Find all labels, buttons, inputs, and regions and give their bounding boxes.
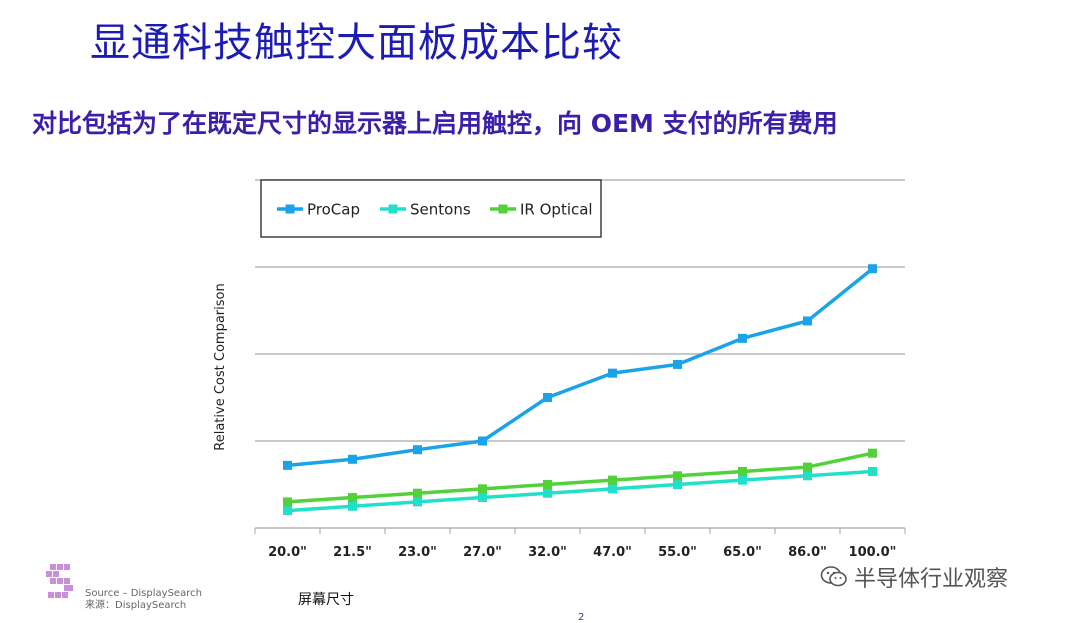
data-point-ir-optical xyxy=(283,497,292,507)
data-point-sentons xyxy=(868,466,877,476)
data-point-sentons xyxy=(413,497,422,507)
data-point-procap xyxy=(673,359,682,369)
data-point-procap xyxy=(413,445,422,455)
series-line-procap xyxy=(287,267,874,468)
x-tick-label: 20.0" xyxy=(268,545,307,560)
legend-label: ProCap xyxy=(307,201,360,219)
data-point-sentons xyxy=(348,501,357,511)
data-point-ir-optical xyxy=(413,488,422,498)
x-tick-label: 100.0" xyxy=(849,545,897,560)
data-point-ir-optical xyxy=(803,462,812,472)
page-number: 2 xyxy=(578,612,585,623)
data-point-procap xyxy=(868,264,877,274)
data-point-procap xyxy=(348,454,357,464)
data-point-sentons xyxy=(803,471,812,481)
legend-marker xyxy=(388,204,398,214)
data-point-ir-optical xyxy=(478,484,487,494)
series-line-ir-optical xyxy=(287,451,873,504)
data-point-sentons xyxy=(673,480,682,489)
source-note: Source – DisplaySearch 来源：DisplaySearch xyxy=(85,588,202,612)
data-point-procap xyxy=(543,393,552,402)
page-subtitle: 对比包括为了在既定尺寸的显示器上启用触控，向 OEM 支付的所有费用 xyxy=(32,109,838,138)
data-point-ir-optical xyxy=(348,493,357,503)
x-tick-label: 65.0" xyxy=(723,545,762,560)
data-point-sentons xyxy=(738,475,747,485)
data-point-sentons xyxy=(543,488,552,498)
x-tick-label: 27.0" xyxy=(463,545,502,560)
data-point-procap xyxy=(738,333,747,343)
data-point-ir-optical xyxy=(868,448,877,458)
page-title: 显通科技触控大面板成本比较 xyxy=(90,20,623,66)
legend-label: Sentons xyxy=(410,201,471,219)
watermark: 半导体行业观察 xyxy=(820,561,1008,593)
x-tick-label: 23.0" xyxy=(398,545,437,560)
data-point-procap xyxy=(283,460,292,470)
x-tick-label: 32.0" xyxy=(528,545,567,560)
x-axis-label: 屏幕尺寸 xyxy=(298,592,354,608)
source-cn: 来源：DisplaySearch xyxy=(85,600,187,611)
data-point-ir-optical xyxy=(543,480,552,489)
legend-marker xyxy=(285,204,295,214)
series-line-sentons xyxy=(287,469,873,513)
data-point-procap xyxy=(478,436,487,446)
data-point-ir-optical xyxy=(673,471,682,481)
source-en: Source – DisplaySearch xyxy=(85,588,202,599)
data-point-sentons xyxy=(608,484,617,494)
data-point-ir-optical xyxy=(608,475,617,485)
data-point-sentons xyxy=(478,493,487,503)
x-tick-label: 86.0" xyxy=(788,545,827,560)
x-tick-label: 55.0" xyxy=(658,545,697,560)
y-axis-label: Relative Cost Comparison xyxy=(213,283,228,450)
x-tick-label: 21.5" xyxy=(333,545,372,560)
data-point-ir-optical xyxy=(738,466,747,476)
wechat-icon xyxy=(820,566,847,587)
data-point-procap xyxy=(608,368,617,378)
data-point-procap xyxy=(803,316,812,326)
watermark-text: 半导体行业观察 xyxy=(854,567,1009,592)
x-tick-label: 47.0" xyxy=(593,545,632,560)
data-point-sentons xyxy=(283,506,292,516)
legend-label: IR Optical xyxy=(520,201,593,219)
displaysearch-logo xyxy=(46,564,73,598)
legend xyxy=(260,179,602,238)
legend-marker xyxy=(498,204,508,214)
